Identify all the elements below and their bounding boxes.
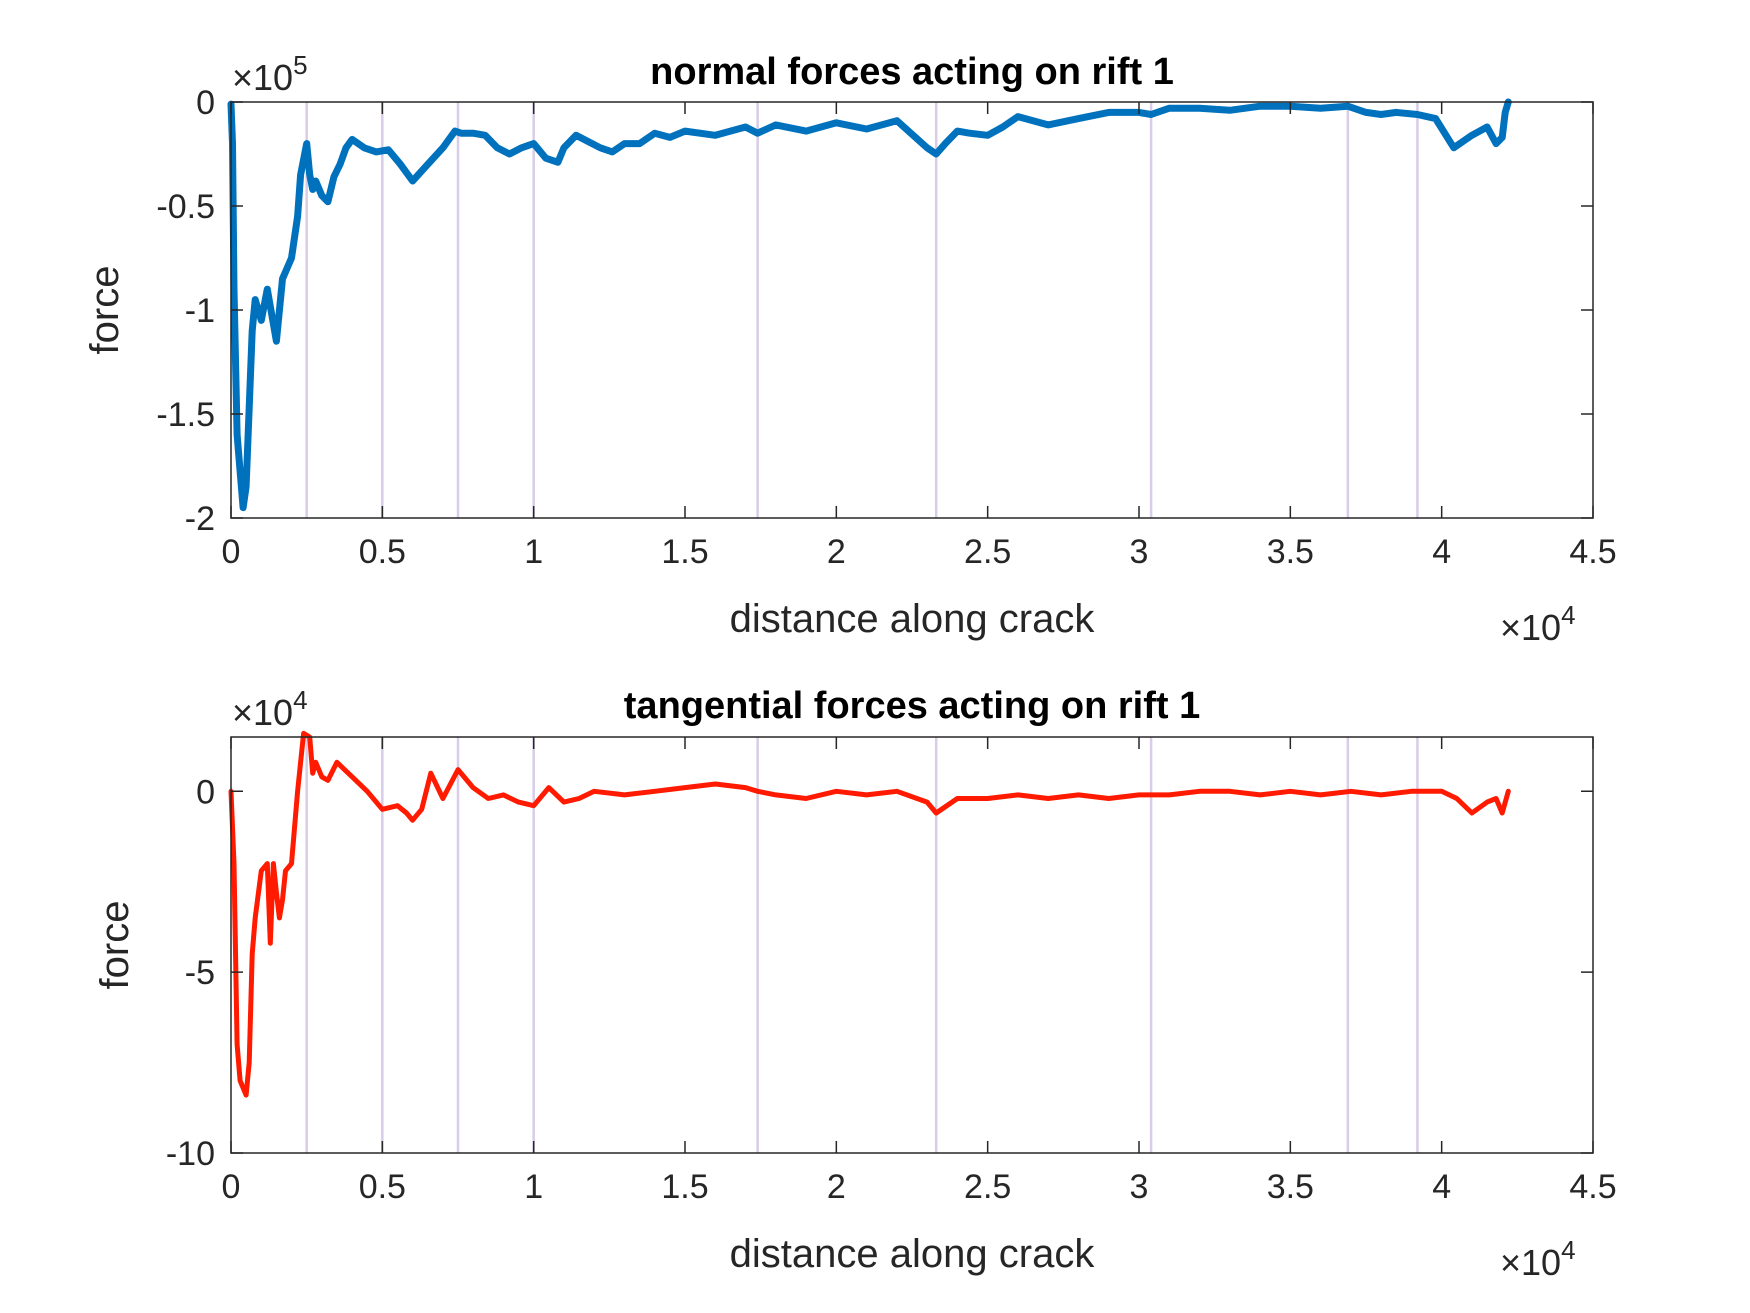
x-axis-label: distance along crack [730,1232,1096,1276]
x-tick-label: 3.5 [1267,1168,1314,1206]
vertical-markers [305,102,1419,518]
x-tick-label: 4.5 [1569,533,1616,571]
x-tick-label: 2.5 [964,1168,1011,1206]
ticks-layer: 0 0.5 1 1.5 2 2.5 3 3.5 4 4.5 0 -5 -10 [166,737,1617,1206]
y-tick-label: 0 [196,773,215,811]
x-multiplier: ×104 [1500,1235,1576,1283]
x-tick-label: 3.5 [1267,533,1314,571]
x-tick-label: 4.5 [1569,1168,1616,1206]
x-tick-label: 1 [524,1168,543,1206]
x-multiplier: ×104 [1500,600,1576,648]
x-tick-label: 0 [222,1168,241,1206]
vertical-markers [305,737,1419,1153]
x-tick-label: 4 [1432,533,1451,571]
y-multiplier-exponent: 5 [293,50,307,80]
x-tick-label: 1 [524,533,543,571]
series-line [228,730,1511,1098]
series-layer [228,730,1511,1098]
y-tick-label: -10 [166,1135,215,1173]
x-multiplier-base: ×10 [1500,1242,1561,1283]
chart-tangential-forces: 0 0.5 1 1.5 2 2.5 3 3.5 4 4.5 0 -5 -10 tangential fo… [93,685,1617,1283]
y-axis-label: force [93,901,137,990]
y-multiplier: ×104 [232,685,308,733]
x-axis-label: distance along crack [730,597,1096,641]
plot-area [231,102,1593,518]
plot-area [231,737,1593,1153]
y-multiplier-base: ×10 [232,692,293,733]
x-multiplier-exponent: 4 [1561,1235,1575,1265]
x-tick-label: 2 [827,1168,846,1206]
ticks-layer: 0 0.5 1 1.5 2 2.5 3 3.5 4 4.5 0 -0.5 -1 -1.5 -2 [156,84,1616,571]
x-tick-label: 0.5 [359,533,406,571]
y-tick-label: -1.5 [156,396,215,434]
x-tick-label: 2 [827,533,846,571]
y-axis-label: force [83,266,127,355]
x-tick-label: 0.5 [359,1168,406,1206]
x-multiplier-base: ×10 [1500,607,1561,648]
y-multiplier: ×105 [232,50,308,98]
chart-title: normal forces acting on rift 1 [650,51,1174,93]
x-tick-label: 3 [1130,1168,1149,1206]
x-tick-label: 3 [1130,533,1149,571]
y-tick-label: -1 [185,292,215,330]
series-layer [227,98,1512,512]
x-tick-label: 2.5 [964,533,1011,571]
y-multiplier-exponent: 4 [293,685,307,715]
x-tick-label: 0 [222,533,241,571]
y-tick-label: -2 [185,500,215,538]
axes-box [230,736,1594,1154]
chart-normal-forces: 0 0.5 1 1.5 2 2.5 3 3.5 4 4.5 0 -0.5 -1 -1.5 -2 normal… [83,50,1617,648]
y-tick-label: 0 [196,84,215,122]
x-multiplier-exponent: 4 [1561,600,1575,630]
y-tick-label: -5 [185,954,215,992]
x-tick-label: 1.5 [661,533,708,571]
x-tick-label: 4 [1432,1168,1451,1206]
chart-title: tangential forces acting on rift 1 [624,685,1200,727]
y-tick-label: -0.5 [156,188,215,226]
y-multiplier-base: ×10 [232,57,293,98]
series-line [227,98,1512,512]
x-tick-label: 1.5 [661,1168,708,1206]
